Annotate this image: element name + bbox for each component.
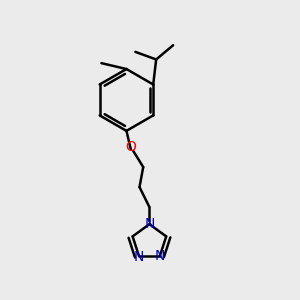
Text: O: O	[125, 140, 136, 154]
Text: N: N	[144, 217, 154, 231]
Text: N: N	[134, 250, 144, 264]
Text: N: N	[155, 249, 165, 263]
